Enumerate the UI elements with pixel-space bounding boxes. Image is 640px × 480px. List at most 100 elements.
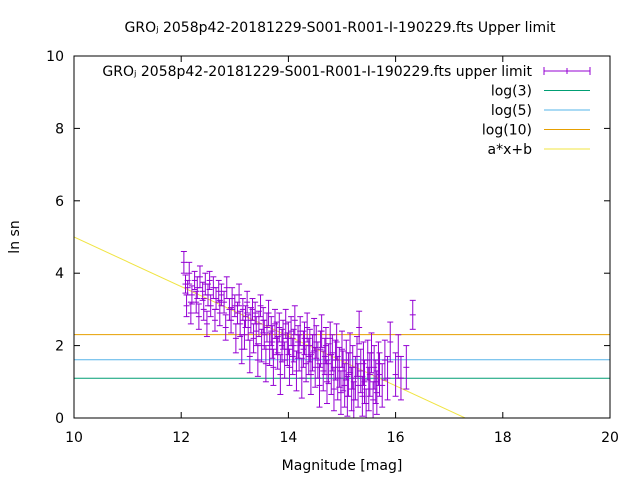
legend-entry-0: GROⱼ 2058p42-20181229-S001-R001-I-190229… [102,64,591,80]
data-point-2 [183,294,190,318]
legend-entry-1: log(3) [491,84,590,100]
y-tick-label: 8 [55,121,64,137]
data-point-95 [317,330,324,368]
data-point-136 [372,359,379,405]
data-point-48 [254,343,261,377]
legend-entry-2: log(5) [491,103,590,119]
data-point-94 [316,363,323,408]
plot-frame [73,55,611,419]
data-point-148 [409,299,416,330]
y-tick-label: 6 [55,194,64,210]
y-tick-label: 10 [46,49,64,65]
x-tick-label: 20 [601,430,619,446]
data-point-4 [186,261,193,285]
data-point-64 [276,312,283,343]
data-point-42 [246,339,253,374]
data-point-38 [241,319,248,350]
x-tick-label: 14 [279,430,297,446]
legend-entry-4: a*x+b [488,142,590,158]
data-point-147 [403,345,410,390]
data-point-68 [281,341,288,379]
legend-label: log(3) [491,84,532,100]
data-point-117 [347,332,354,374]
data-point-59 [269,325,276,359]
data-point-107 [333,323,340,361]
data-point-53 [261,319,268,350]
data-point-132 [366,352,373,397]
data-point-82 [300,330,307,368]
data-point-22 [215,279,222,303]
data-point-123 [355,363,362,408]
data-point-101 [325,343,332,385]
data-point-58 [268,316,275,347]
data-point-45 [250,323,257,354]
data-point-8 [193,290,200,314]
y-tick-label: 2 [55,339,64,355]
data-point-143 [387,321,394,363]
data-point-119 [349,345,356,390]
data-point-47 [253,316,260,347]
data-point-5 [187,301,194,325]
y-tick-label: 0 [55,411,64,427]
data-point-133 [368,332,375,374]
data-point-134 [370,381,377,418]
data-point-13 [200,298,207,321]
legend-label: a*x+b [488,142,533,158]
data-point-124 [356,310,363,345]
legend-label: log(10) [482,123,532,139]
data-point-98 [321,337,328,376]
plot-clipped [74,236,610,418]
chart-title: GROⱼ 2058p42-20181229-S001-R001-I-190229… [125,20,556,36]
x-tick-label: 12 [172,430,190,446]
y-axis-label: ln sn [7,220,23,253]
data-point-104 [329,334,336,372]
data-point-6 [188,285,195,305]
data-point-76 [291,305,298,336]
data-point-60 [270,348,277,386]
data-point-144 [392,352,399,397]
legend-entry-3: log(10) [482,123,590,139]
data-point-40 [244,290,251,314]
x-tick-label: 16 [387,430,405,446]
data-point-25 [221,290,228,314]
data-point-12 [199,281,206,301]
y-tick-label: 4 [55,266,64,282]
data-point-140 [379,363,386,408]
data-point-103 [328,354,335,395]
data-point-89 [309,334,316,372]
data-point-34 [236,283,243,307]
data-point-26 [222,314,229,341]
data-point-142 [384,355,391,401]
data-point-50 [257,294,264,318]
plot-area [74,236,610,418]
data-point-111 [339,330,345,368]
x-tick-label: 10 [65,430,83,446]
data-point-54 [262,345,269,383]
data-point-99 [322,327,329,365]
legend: GROⱼ 2058p42-20181229-S001-R001-I-190229… [102,64,591,158]
data-point-91 [312,346,319,388]
data-point-96 [318,314,325,348]
data-point-93 [314,341,321,379]
axis-ticks: 10 12 14 16 18 20 0 2 4 6 8 10 [46,49,619,446]
data-point-11 [196,265,203,289]
data-point-80 [297,316,304,347]
data-point-7 [191,270,198,290]
data-point-24 [218,283,225,307]
data-point-79 [296,334,303,372]
data-point-139 [376,352,383,397]
data-point-35 [237,310,244,338]
data-point-29 [228,307,235,334]
data-point-74 [289,337,296,376]
data-point-141 [381,339,388,381]
data-point-72 [286,348,293,386]
x-axis-label: Magnitude [mag] [282,458,403,474]
legend-label: log(5) [491,103,532,119]
legend-label: GROⱼ 2058p42-20181229-S001-R001-I-190229… [102,64,532,80]
data-point-17 [206,270,213,290]
data-point-0 [180,250,187,274]
data-point-127 [360,341,367,386]
data-point-85 [304,312,311,343]
data-point-15 [203,310,210,338]
